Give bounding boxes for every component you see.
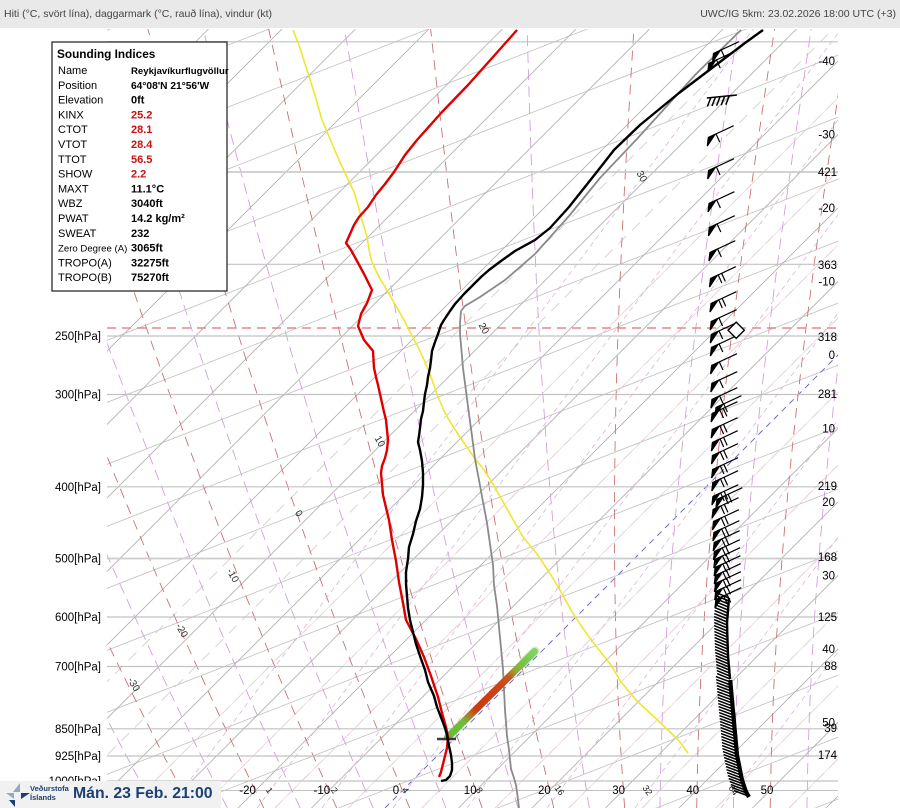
svg-text:PWAT: PWAT <box>58 213 89 225</box>
svg-text:-20: -20 <box>239 785 256 797</box>
svg-text:-20: -20 <box>818 203 835 215</box>
svg-text:SHOW: SHOW <box>58 169 93 181</box>
svg-text:30: 30 <box>612 785 625 797</box>
svg-text:11.1°C: 11.1°C <box>131 183 164 195</box>
svg-text:318: 318 <box>818 332 837 344</box>
svg-text:Mán. 23 Feb. 21:00: Mán. 23 Feb. 21:00 <box>73 785 213 802</box>
svg-text:10: 10 <box>822 424 835 436</box>
svg-text:Veðurstofa: Veðurstofa <box>30 784 70 793</box>
svg-text:0: 0 <box>292 509 305 520</box>
svg-text:3040ft: 3040ft <box>131 198 163 210</box>
svg-text:20: 20 <box>822 497 835 509</box>
svg-text:32275ft: 32275ft <box>131 257 169 269</box>
svg-text:281: 281 <box>818 389 837 401</box>
svg-text:0ft: 0ft <box>131 95 145 107</box>
svg-text:125: 125 <box>818 612 837 624</box>
svg-text:88: 88 <box>824 661 837 673</box>
svg-text:WBZ: WBZ <box>58 198 83 210</box>
svg-text:28.4: 28.4 <box>131 139 153 151</box>
svg-text:40: 40 <box>686 785 699 797</box>
svg-text:Elevation: Elevation <box>58 95 103 107</box>
svg-text:10: 10 <box>372 434 387 450</box>
svg-text:Position: Position <box>58 80 97 92</box>
svg-text:2.2: 2.2 <box>131 169 146 181</box>
svg-text:20: 20 <box>538 785 551 797</box>
svg-text:850[hPa]: 850[hPa] <box>55 724 101 736</box>
svg-text:50: 50 <box>761 785 774 797</box>
svg-text:421: 421 <box>818 167 837 179</box>
svg-text:MAXT: MAXT <box>58 183 89 195</box>
svg-text:30: 30 <box>822 571 835 583</box>
svg-text:219: 219 <box>818 481 837 493</box>
svg-text:25.2: 25.2 <box>131 109 152 121</box>
svg-text:0: 0 <box>393 785 399 797</box>
svg-text:56.5: 56.5 <box>131 154 152 166</box>
svg-text:39: 39 <box>824 723 837 735</box>
svg-text:30: 30 <box>634 169 649 185</box>
svg-text:-10: -10 <box>818 277 835 289</box>
svg-text:-10: -10 <box>313 785 330 797</box>
svg-text:40: 40 <box>822 644 835 656</box>
svg-text:8: 8 <box>474 785 485 795</box>
svg-text:232: 232 <box>131 228 149 240</box>
svg-text:2: 2 <box>329 785 340 795</box>
svg-text:925[hPa]: 925[hPa] <box>55 751 101 763</box>
svg-text:75270ft: 75270ft <box>131 272 169 284</box>
svg-text:10: 10 <box>464 785 477 797</box>
svg-text:300[hPa]: 300[hPa] <box>55 389 101 401</box>
svg-text:SWEAT: SWEAT <box>58 228 97 240</box>
svg-text:64°08'N 21°56'W: 64°08'N 21°56'W <box>131 81 210 92</box>
svg-text:Zero Degree (A): Zero Degree (A) <box>58 244 127 255</box>
svg-text:16: 16 <box>552 783 566 797</box>
svg-text:400[hPa]: 400[hPa] <box>55 482 101 494</box>
svg-text:0: 0 <box>829 350 835 362</box>
svg-text:Sounding Indices: Sounding Indices <box>57 47 156 61</box>
svg-text:20: 20 <box>476 321 491 337</box>
svg-text:TTOT: TTOT <box>58 154 87 166</box>
svg-text:-30: -30 <box>818 130 835 142</box>
svg-text:250[hPa]: 250[hPa] <box>55 331 101 343</box>
svg-text:Hiti (°C, svört lína), daggarm: Hiti (°C, svört lína), daggarmark (°C, r… <box>4 8 272 20</box>
svg-text:14.2 kg/m²: 14.2 kg/m² <box>131 213 185 225</box>
svg-text:3065ft: 3065ft <box>131 243 163 255</box>
svg-text:Name: Name <box>58 65 87 77</box>
svg-text:VTOT: VTOT <box>58 139 87 151</box>
svg-text:CTOT: CTOT <box>58 124 88 136</box>
svg-text:28.1: 28.1 <box>131 124 152 136</box>
svg-text:32: 32 <box>640 783 654 797</box>
svg-text:KINX: KINX <box>58 109 84 121</box>
svg-text:4: 4 <box>400 785 411 795</box>
svg-text:600[hPa]: 600[hPa] <box>55 612 101 624</box>
svg-text:Reykjavíkurflugvöllur: Reykjavíkurflugvöllur <box>131 66 229 77</box>
svg-text:Íslands: Íslands <box>30 793 56 802</box>
svg-text:TROPO(A): TROPO(A) <box>58 257 112 269</box>
svg-text:168: 168 <box>818 552 837 564</box>
svg-text:-40: -40 <box>818 56 835 68</box>
svg-text:50: 50 <box>822 718 835 730</box>
svg-text:700[hPa]: 700[hPa] <box>55 661 101 673</box>
svg-text:TROPO(B): TROPO(B) <box>58 272 112 284</box>
svg-text:174: 174 <box>818 750 838 762</box>
svg-text:500[hPa]: 500[hPa] <box>55 553 101 565</box>
svg-text:1: 1 <box>264 785 275 795</box>
svg-text:363: 363 <box>818 260 837 272</box>
svg-text:UWC/IG 5km: 23.02.2026 18:00 U: UWC/IG 5km: 23.02.2026 18:00 UTC (+3) <box>700 8 896 20</box>
